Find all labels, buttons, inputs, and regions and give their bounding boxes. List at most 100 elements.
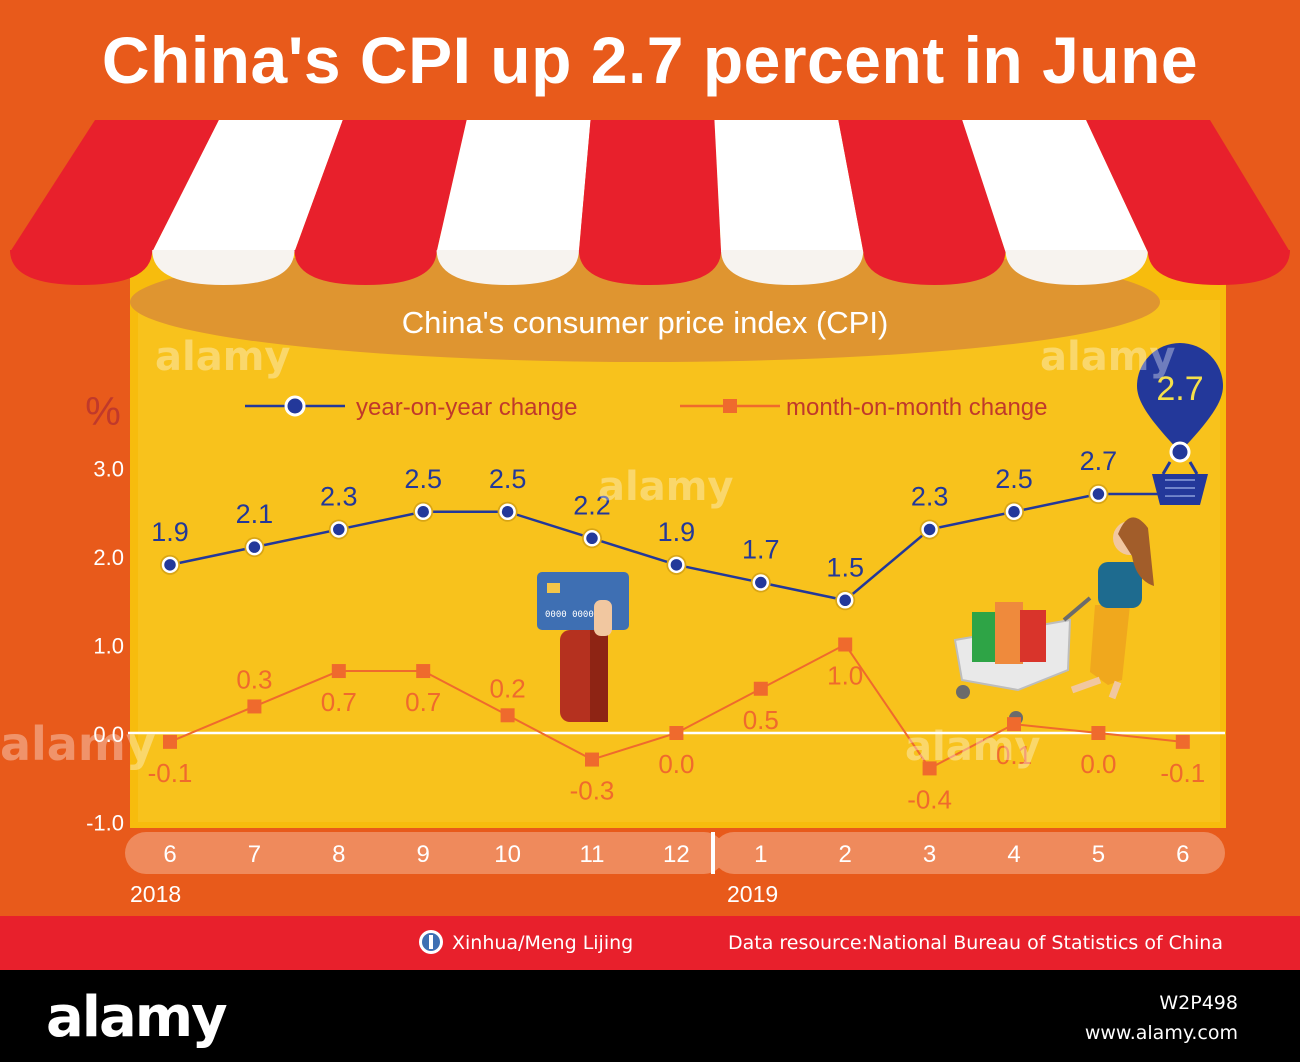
main-title: China's CPI up 2.7 percent in June [101, 23, 1199, 97]
awning-stripe [1086, 120, 1290, 252]
y-axis-label: % [85, 390, 121, 434]
watermark-text: alamy [1040, 334, 1175, 380]
awning-stripe [152, 120, 343, 252]
stock-image-id: W2P498 [1159, 992, 1238, 1014]
awning-scallop [436, 250, 579, 285]
yoy-point [330, 521, 348, 538]
mom-point [1007, 717, 1021, 732]
awning-stripe [714, 120, 864, 252]
mom-point [331, 664, 346, 679]
yoy-point [246, 538, 263, 556]
x-tick-label: 7 [248, 841, 261, 868]
year-label: 2019 [727, 881, 778, 907]
y-tick-label: 2.0 [93, 545, 124, 570]
mom-data-label: 0.1 [996, 740, 1032, 770]
awning-scallop [578, 250, 722, 285]
yoy-point [414, 503, 432, 520]
callout-value: 2.7 [1156, 370, 1203, 408]
x-tick-label: 11 [580, 841, 605, 868]
x-axis-ticks: 6 7 8 9 10 11 12 1 2 3 4 5 6 [163, 841, 1189, 868]
mom-point [753, 681, 768, 696]
stock-url: www.alamy.com [1084, 1022, 1238, 1044]
legend-mom-label: month-on-month change [786, 394, 1048, 421]
awning-stripe [838, 120, 1006, 252]
awning-scallop [1005, 250, 1148, 285]
mom-data-label: 0.3 [236, 664, 272, 694]
x-tick-label: 2 [839, 841, 852, 868]
awning-stripe [10, 120, 219, 252]
mom-point [669, 726, 684, 740]
mom-point [1175, 734, 1190, 749]
credit-card-illustration: 0000 0000 00 [537, 572, 629, 722]
watermark-text: alamy [0, 717, 156, 771]
legend-yoy-label: year-on-year change [356, 394, 577, 421]
mom-point [416, 664, 431, 679]
yoy-data-label: 1.5 [826, 552, 864, 582]
yoy-point [752, 574, 770, 591]
awning-scallop [863, 250, 1006, 285]
mom-data-label: 0.2 [490, 673, 526, 703]
mom-data-label: 0.0 [1080, 749, 1116, 779]
awning-stripe [436, 120, 591, 252]
x-tick-label: 3 [923, 841, 936, 868]
yoy-data-label: 2.5 [995, 464, 1033, 494]
series-labels: 1.9 2.1 2.3 2.5 2.5 2.2 1.9 1.7 1.5 2.3 2.5 2.7 -0.1… [148, 446, 1206, 814]
footer-bar [0, 916, 1300, 970]
svg-text:0000 0000 00: 0000 0000 00 [545, 610, 610, 620]
y-tick-label: 3.0 [93, 457, 124, 482]
mom-point [922, 761, 937, 776]
mom-data-label: -0.1 [148, 758, 193, 788]
mom-data-label: 0.0 [658, 749, 694, 779]
watermark-text: alamy [905, 724, 1040, 770]
mom-point [1091, 726, 1106, 740]
x-tick-label: 1 [754, 841, 767, 868]
xinhua-logo-icon [419, 930, 443, 954]
watermark-text: alamy [155, 334, 290, 380]
awning-scallop [10, 250, 153, 285]
x-tick-label: 12 [663, 841, 690, 868]
yoy-data-label: 2.5 [404, 464, 442, 494]
mom-point [247, 699, 262, 714]
mom-data-label: -0.3 [570, 776, 615, 806]
yoy-data-label: 2.7 [1080, 446, 1118, 476]
x-tick-label: 9 [417, 841, 430, 868]
yoy-point [668, 556, 685, 574]
mom-data-label: -0.1 [1160, 758, 1205, 788]
mom-data-label: 1.0 [827, 661, 863, 691]
yoy-data-label: 2.3 [911, 481, 949, 511]
awning-scallop [152, 250, 295, 285]
x-axis-band-2018 [125, 832, 725, 874]
yoy-point [1090, 485, 1107, 503]
credit-author: Xinhua/Meng Lijing [452, 932, 634, 954]
legend: year-on-year change month-on-month chang… [245, 394, 1048, 421]
chart-subtitle: China's consumer price index (CPI) [402, 305, 889, 340]
awning-stripe [578, 120, 722, 252]
credit-source: Data resource:National Bureau of Statist… [728, 932, 1223, 954]
mom-data-label: -0.4 [907, 784, 952, 814]
awning-scallop [1147, 250, 1290, 285]
legend-mom-marker [723, 399, 737, 413]
year-label: 2018 [130, 881, 181, 907]
awning [10, 120, 1290, 285]
yoy-data-label: 2.1 [236, 499, 274, 529]
awning-scallop [294, 250, 437, 285]
shopper-illustration [953, 517, 1154, 725]
mom-data-label: 0.7 [405, 687, 441, 717]
yoy-data-label: 2.5 [489, 464, 527, 494]
cpi-chart: China's consumer price index (CPI) % 3.0… [0, 120, 1290, 907]
yoy-point [1005, 503, 1023, 520]
series-marks [160, 484, 1190, 776]
yoy-data-label: 1.9 [658, 517, 696, 547]
yoy-data-label: 1.9 [151, 517, 189, 547]
watermarks: alamy alamy alamy alamy alamy [0, 334, 1175, 771]
awning-scallop [721, 250, 864, 285]
y-axis-ticks: 3.0 2.0 1.0 0.0 -1.0 [86, 457, 124, 836]
x-tick-label: 6 [163, 841, 176, 868]
latest-value-callout: 2.7 [1137, 343, 1223, 505]
x-tick-label: 6 [1176, 841, 1189, 868]
yoy-point [583, 530, 601, 547]
legend-yoy-marker [284, 395, 306, 417]
mom-point [838, 637, 853, 652]
stock-logo: alamy [46, 985, 228, 1050]
